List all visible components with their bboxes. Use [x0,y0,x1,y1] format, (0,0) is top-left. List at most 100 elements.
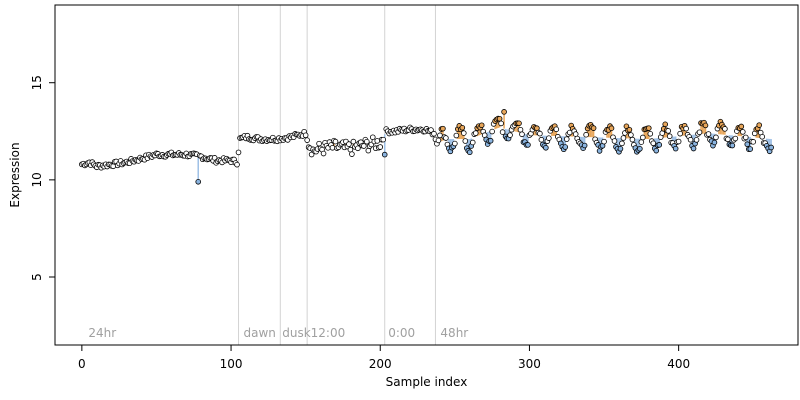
data-point [638,139,645,145]
data-point [431,130,437,137]
data-point [377,144,384,150]
data-point [499,129,506,135]
data-point [713,134,719,141]
data-point [705,131,712,137]
data-point [583,131,589,138]
data-point [329,144,336,151]
data-point [346,141,352,147]
data-point [646,125,652,131]
y-axis: 5 10 15 [30,75,56,281]
data-point [677,130,683,137]
data-point [611,138,618,144]
data-point [443,135,449,141]
data-point [381,151,388,158]
data-point [690,145,697,152]
data-point [711,139,718,146]
x-axis: 0 100 200 300 400 [78,344,690,371]
data-point [747,146,754,152]
data-point [235,149,242,156]
data-point [732,135,739,142]
data-point [489,128,495,135]
x-tick-label: 400 [667,357,690,371]
data-point [756,122,763,128]
data-point [332,138,339,145]
data-point [459,124,466,131]
series-stems [197,111,772,182]
data-point [440,125,446,132]
data-point [308,151,315,158]
data-point [620,135,627,141]
data-point [608,125,615,132]
data-point [525,142,531,148]
data-point [662,121,669,128]
plot-frame [54,4,799,346]
data-point [563,136,570,142]
y-tick-label: 5 [30,273,44,281]
data-point [316,140,322,147]
data-point [355,145,361,152]
data-point [693,137,700,143]
data-point [675,138,682,145]
data-point [637,145,643,152]
data-point [516,120,522,127]
data-point [380,136,387,143]
phase-label: dusk [282,326,310,340]
data-point [656,142,663,148]
data-point [435,137,442,144]
phase-label: dawn [243,326,275,340]
x-tick-label: 200 [369,357,392,371]
data-point [729,142,736,149]
x-tick-label: 300 [518,357,541,371]
data-point [361,143,367,149]
data-point [302,132,309,139]
data-point [629,136,636,143]
data-point [496,115,503,122]
data-point [347,146,354,153]
data-point [453,132,460,139]
x-axis-label: Sample index [386,375,468,389]
data-point [647,131,654,137]
data-point [350,138,357,145]
phase-labels: 24hr dawn dusk 12:00 0:00 48hr [88,326,468,340]
data-point [466,149,473,156]
data-point [507,132,513,138]
data-point [750,139,757,145]
data-point [472,130,479,136]
data-point [650,140,657,147]
data-point [519,131,525,138]
data-point [666,133,673,140]
data-point [374,138,381,144]
x-tick-label: 0 [78,357,86,371]
data-point [460,130,467,136]
data-point [498,120,504,127]
data-point [462,138,469,144]
data-point [581,142,588,149]
y-tick-label: 15 [30,75,44,90]
data-point [619,140,625,147]
data-point [725,136,731,143]
data-point [722,126,728,132]
data-point [628,132,634,138]
data-point [537,130,543,137]
data-point [744,141,751,148]
data-point [739,129,746,135]
data-point [687,136,694,143]
data-point [501,109,507,115]
data-point [665,128,671,134]
data-point [696,129,703,136]
data-point [349,151,355,157]
data-point [543,144,549,151]
data-point [365,147,372,154]
data-point [626,126,633,133]
data-point [553,126,560,133]
data-point [517,126,524,133]
data-point [478,122,485,129]
data-point [364,138,370,145]
data-point [738,123,745,130]
data-point [768,144,774,151]
data-point [487,137,494,144]
data-point [452,140,458,147]
data-point [195,179,202,185]
data-point [590,125,597,131]
